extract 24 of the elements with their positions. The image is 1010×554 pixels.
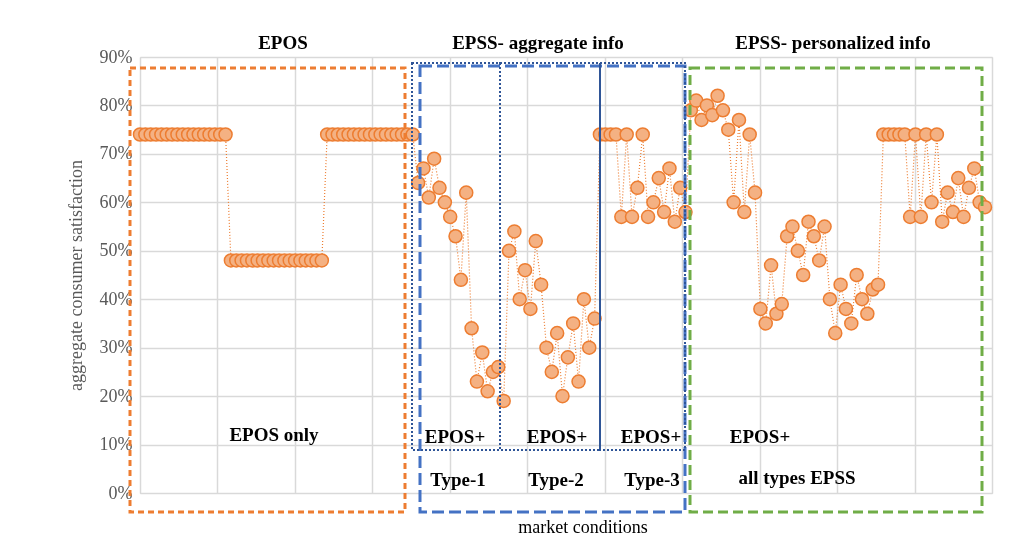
annotation: all types EPSS [738, 467, 856, 488]
text: EPSS- aggregate info [452, 32, 624, 53]
x-axis-title: market conditions [518, 517, 648, 537]
y-tick-label: 90% [99, 46, 133, 67]
y-tick-label: 50% [99, 240, 133, 261]
annotation: EPOS+ [526, 426, 588, 447]
y-tick-label: 30% [99, 337, 133, 358]
annotation: EPOS+ [729, 426, 791, 447]
text: EPSS- personalized info [735, 32, 931, 53]
y-tick-label: 60% [99, 191, 133, 212]
annotation: EPOS+ [620, 426, 682, 447]
y-tick-label: 80% [99, 94, 133, 115]
y-axis-title: aggregate consumer satisfaction [65, 160, 86, 391]
y-tick-label: 0% [108, 482, 133, 503]
y-tick-label: 40% [99, 288, 133, 309]
annotation: Type-3 [624, 469, 680, 490]
annotation: EPOS only [229, 424, 320, 445]
text: EPOS [258, 32, 308, 53]
annotation: Type-1 [430, 469, 486, 490]
annotation: EPOS+ [424, 426, 486, 447]
y-tick-label: 70% [99, 143, 133, 164]
y-tick-label: 20% [99, 385, 133, 406]
y-tick-label: 10% [99, 434, 133, 455]
annotation: Type-2 [528, 469, 584, 490]
